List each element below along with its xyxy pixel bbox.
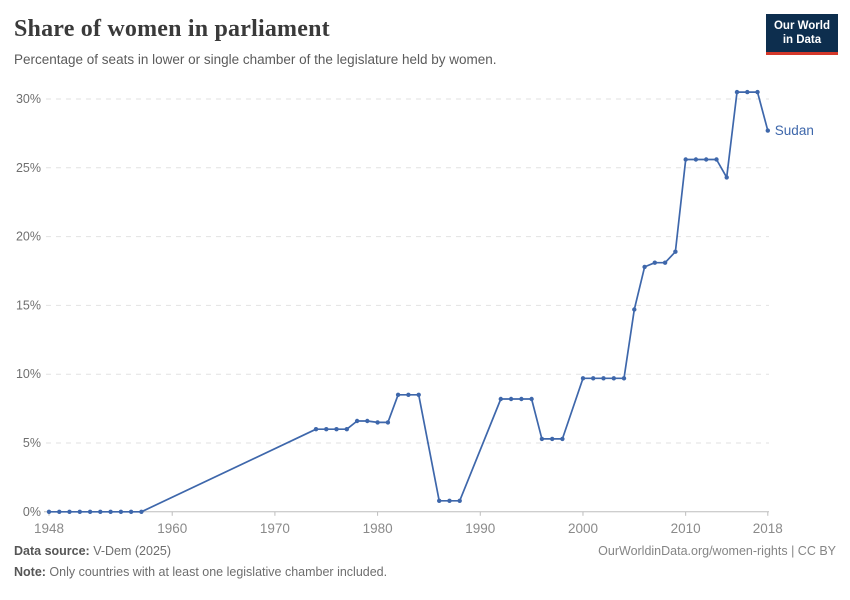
license-link[interactable]: CC BY — [797, 544, 836, 558]
data-point[interactable] — [416, 392, 421, 397]
note-label: Note: — [14, 565, 46, 579]
data-point[interactable] — [704, 157, 709, 162]
note-value: Only countries with at least one legisla… — [45, 565, 388, 579]
y-tick-label: 25% — [16, 161, 41, 175]
data-point[interactable] — [313, 427, 319, 432]
data-point[interactable] — [46, 509, 52, 514]
data-source-line: Data source: V-Dem (2025) — [14, 541, 836, 562]
x-tick-label: 2010 — [671, 521, 701, 536]
data-point[interactable] — [765, 128, 770, 133]
data-point[interactable] — [447, 498, 452, 503]
data-point[interactable] — [714, 157, 719, 162]
data-point[interactable] — [662, 260, 668, 265]
data-point[interactable] — [57, 509, 62, 514]
data-point[interactable] — [118, 509, 124, 514]
data-point[interactable] — [498, 396, 503, 402]
owid-logo-line1: Our World — [773, 20, 830, 32]
chart-header: Share of women in parliament Percentage … — [14, 14, 754, 68]
data-point[interactable] — [745, 89, 750, 95]
footer-attribution: OurWorldinData.org/women-rights | CC BY — [598, 541, 836, 562]
data-point[interactable] — [457, 498, 462, 503]
y-tick-label: 30% — [16, 92, 41, 106]
data-point[interactable] — [560, 436, 565, 442]
chart-subtitle: Percentage of seats in lower or single c… — [14, 52, 497, 67]
data-point[interactable] — [77, 509, 83, 514]
x-tick-label: 1948 — [34, 521, 64, 536]
data-point[interactable] — [652, 260, 657, 265]
data-point[interactable] — [385, 420, 391, 425]
data-point[interactable] — [642, 264, 647, 270]
data-point[interactable] — [108, 509, 113, 514]
x-tick-label: 2018 — [753, 521, 783, 536]
data-point[interactable] — [395, 392, 401, 397]
data-point[interactable] — [406, 392, 411, 397]
data-source-value: V-Dem (2025) — [89, 544, 172, 558]
data-point[interactable] — [508, 396, 514, 402]
owid-link[interactable]: OurWorldinData.org/women-rights — [598, 544, 788, 558]
note-line: Note: Only countries with at least one l… — [14, 562, 836, 583]
x-tick-label: 1980 — [363, 521, 393, 536]
data-point[interactable] — [693, 157, 699, 162]
y-tick-label: 5% — [23, 436, 41, 450]
y-tick-label: 20% — [16, 230, 41, 244]
x-tick-label: 2000 — [568, 521, 598, 536]
data-point[interactable] — [139, 509, 144, 514]
series-end-label: Sudan — [775, 123, 814, 138]
data-point[interactable] — [437, 498, 442, 503]
data-point[interactable] — [601, 376, 606, 381]
data-point[interactable] — [375, 420, 380, 425]
data-point[interactable] — [580, 376, 586, 381]
data-point[interactable] — [755, 89, 760, 95]
x-tick-label: 1970 — [260, 521, 290, 536]
x-tick-label: 1960 — [157, 521, 187, 536]
data-point[interactable] — [683, 157, 688, 162]
line-chart-canvas[interactable]: 0% 5% 10% 15% 20% 25% 30% 1948 1960 1970 1980 1990 2… — [0, 80, 850, 540]
data-point[interactable] — [334, 427, 339, 432]
y-tick-label: 15% — [16, 298, 41, 312]
data-point[interactable] — [67, 509, 72, 514]
data-point[interactable] — [128, 509, 134, 514]
owid-logo[interactable]: Our World in Data — [765, 14, 838, 55]
y-tick-label: 10% — [16, 367, 41, 381]
data-source-label: Data source: — [14, 544, 90, 558]
page-title: Share of women in parliament — [14, 16, 330, 42]
data-point[interactable] — [621, 376, 627, 381]
data-point[interactable] — [354, 418, 360, 424]
owid-logo-line2: in Data — [782, 34, 822, 46]
data-point[interactable] — [673, 249, 678, 254]
y-tick-label: 0% — [23, 505, 41, 519]
data-point[interactable] — [324, 427, 329, 432]
data-point[interactable] — [529, 396, 534, 402]
data-point[interactable] — [539, 436, 545, 442]
data-point[interactable] — [98, 509, 103, 514]
data-point[interactable] — [591, 376, 596, 381]
data-point[interactable] — [734, 89, 740, 95]
data-point[interactable] — [87, 509, 93, 514]
data-point[interactable] — [550, 436, 555, 442]
data-point[interactable] — [724, 175, 729, 180]
data-point[interactable] — [365, 418, 370, 424]
data-point[interactable] — [519, 396, 524, 402]
data-point[interactable] — [632, 307, 637, 312]
data-point[interactable] — [344, 427, 349, 432]
data-point[interactable] — [611, 376, 616, 381]
series-line-sudan[interactable] — [48, 91, 769, 513]
chart-footer: Data source: V-Dem (2025) Note: Only cou… — [14, 541, 836, 583]
x-tick-label: 1990 — [465, 521, 495, 536]
footer-separator: | — [787, 544, 798, 558]
